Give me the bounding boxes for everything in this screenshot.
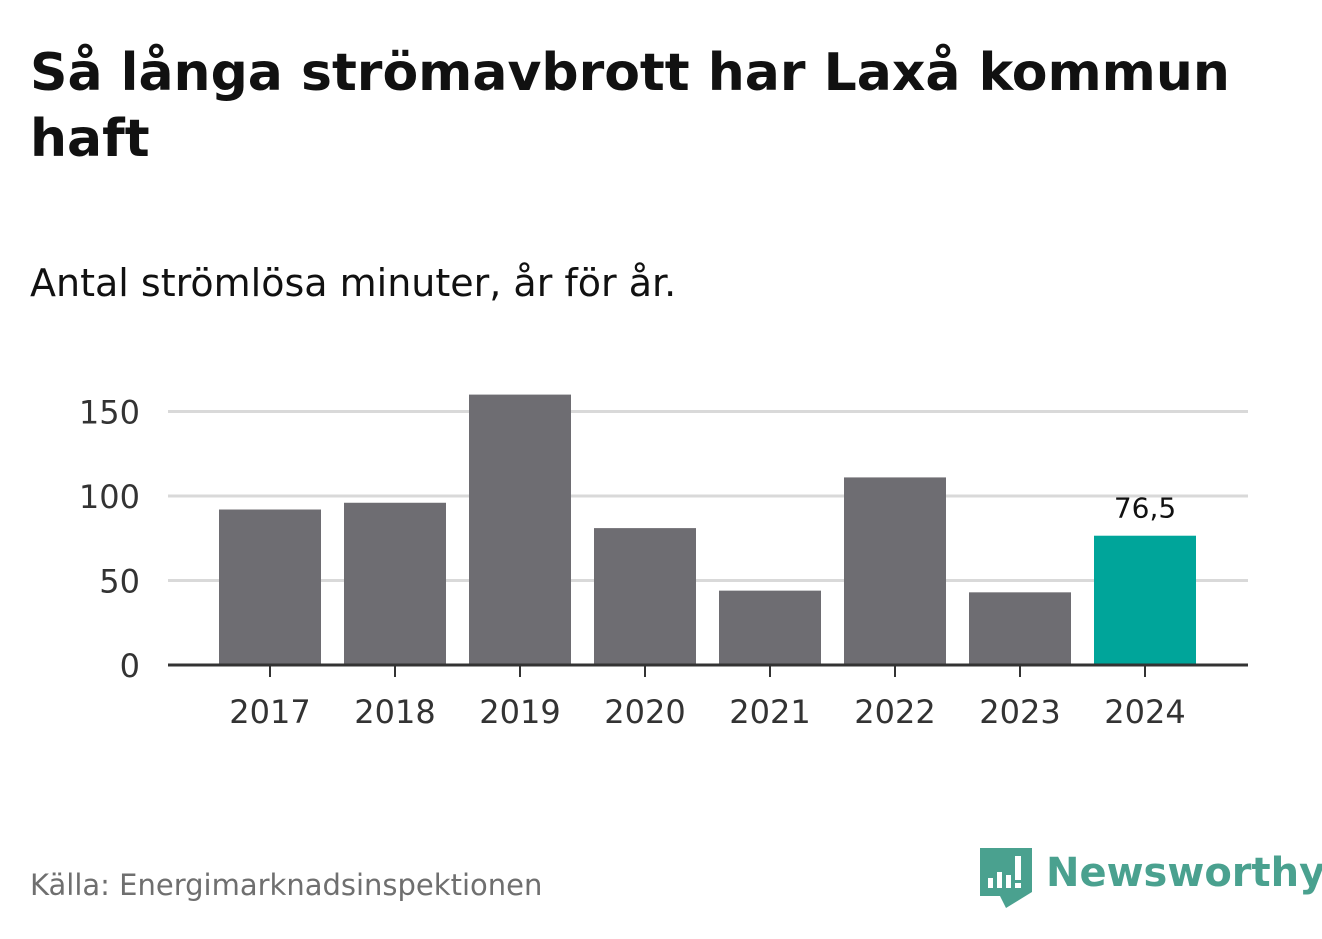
x-tick-label: 2023	[979, 693, 1060, 731]
x-tick-label: 2019	[479, 693, 560, 731]
x-axis-ticks: 2017 2018 2019 2020 2021 2022 2023 2024	[229, 693, 1185, 731]
chart-subtitle: Antal strömlösa minuter, år för år.	[30, 261, 677, 305]
data-label: 76,5	[1114, 492, 1176, 525]
x-tick-label: 2021	[729, 693, 810, 731]
x-tick-label: 2022	[854, 693, 935, 731]
x-tick-label: 2020	[604, 693, 685, 731]
bar-2023	[969, 592, 1071, 665]
y-axis-ticks: 0 50 100 150	[79, 394, 140, 686]
brand-name: Newsworthy	[1046, 850, 1322, 896]
newsworthy-logo-icon	[980, 848, 1032, 908]
chart-title: Så långa strömavbrott har Laxå kommun ha…	[30, 43, 1230, 169]
y-tick-label: 0	[120, 647, 140, 685]
x-tick-label: 2017	[229, 693, 310, 731]
x-tick-label: 2024	[1104, 693, 1185, 731]
bars	[219, 394, 1196, 665]
y-tick-label: 50	[99, 563, 140, 601]
bar-2020	[594, 528, 696, 665]
bar-2018	[344, 502, 446, 665]
gridlines	[168, 410, 1248, 582]
bar-2021	[719, 590, 821, 665]
bar-2024	[1094, 535, 1196, 665]
bar-2019	[469, 394, 571, 665]
source-note: Källa: Energimarknadsinspektionen	[30, 868, 543, 902]
data-labels: 76,5	[1114, 492, 1176, 525]
x-axis	[168, 663, 1248, 677]
y-tick-label: 150	[79, 394, 140, 432]
x-tick-label: 2018	[354, 693, 435, 731]
bar-2022	[844, 477, 946, 665]
bar-2017	[219, 509, 321, 665]
newsworthy-logo: Newsworthy	[980, 848, 1322, 912]
y-tick-label: 100	[79, 478, 140, 516]
